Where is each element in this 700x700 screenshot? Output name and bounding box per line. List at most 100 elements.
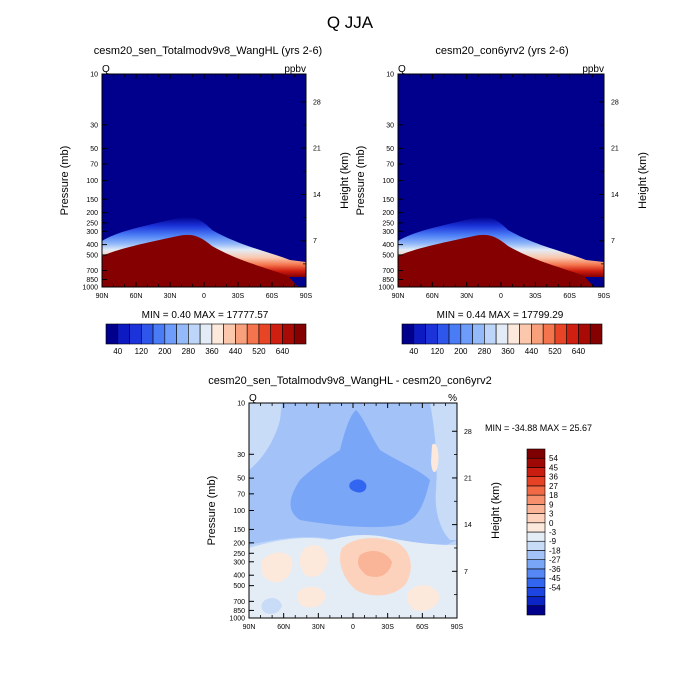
panel-1-y-tick-label: 200 (86, 210, 98, 217)
panel-3-ylabel-right: Height (km) (490, 482, 502, 539)
panel-1-colorbar-swatch (105, 323, 119, 345)
panel-1-y-tick-label: 150 (86, 197, 98, 204)
panel-1-y-tick-label: 100 (86, 178, 98, 185)
panel-3-minmax: MIN = -34.88 MAX = 25.67 (485, 423, 592, 433)
panel-1-y-tick-label: 10 (90, 72, 98, 79)
panel-2-colorbar-label: 520 (548, 347, 562, 356)
panel-1-colorbar-swatch (211, 323, 224, 345)
panel-3-y-tick-label: 700 (233, 599, 245, 606)
panel-1-x-tick-label: 0 (202, 293, 206, 300)
panel-1-title: cesm20_sen_Totalmodv9v8_WangHL (yrs 2-6) (94, 45, 322, 57)
panel-1-high-values (102, 234, 298, 287)
panel-3-colorbar-label: -27 (549, 556, 561, 565)
panel-1-x-tick-label: 90N (96, 293, 109, 300)
panel-3-minimum-core (349, 479, 367, 493)
panel-1-y-tick-label: 30 (90, 122, 98, 129)
panel-2-colorbar-swatch (495, 323, 509, 345)
panel-1-colorbar-swatch (246, 323, 260, 345)
panel-3-y-tick-label: 100 (233, 508, 245, 515)
panel-1: cesm20_sen_Totalmodv9v8_WangHL (yrs 2-6)… (59, 45, 351, 356)
panel-2-x-tick-label: 90N (392, 293, 405, 300)
panel-1-minmax: MIN = 0.40 MAX = 17777.57 (142, 310, 269, 321)
panel-3-positive-patch-5 (406, 585, 440, 612)
panel-1-colorbar-swatch (188, 323, 201, 345)
panel-3-positive-core (358, 550, 392, 577)
panel-2-minmax: MIN = 0.44 MAX = 17799.29 (437, 310, 564, 321)
panel-3-y-tick-label: 150 (233, 527, 245, 534)
panel-3: cesm20_sen_Totalmodv9v8_WangHL - cesm20_… (206, 375, 592, 631)
panel-3-title: cesm20_sen_Totalmodv9v8_WangHL - cesm20_… (208, 375, 492, 387)
panel-3-y2-tick-label: 28 (464, 429, 472, 436)
panel-2-x-tick-label: 30S (529, 293, 542, 300)
panel-3-x-tick-label: 0 (351, 624, 355, 631)
panel-2-colorbar-swatch (413, 323, 426, 345)
panel-3-minimum-region (290, 410, 430, 528)
panel-1-colorbar-label: 40 (113, 347, 122, 356)
panel-3-colorbar-swatch (526, 577, 546, 588)
panel-3-positive-patch-1 (261, 552, 293, 583)
panel-3-colorbar-swatch (526, 540, 546, 551)
panel-1-axes: 90N 60N 30N 0 30S 60S 90S 10 30 50 70 100 150 200 250 3… (59, 72, 351, 301)
panel-2-ylabel-right: Height (km) (637, 152, 649, 209)
panel-2-colorbar-swatch (542, 323, 556, 345)
panel-1-colorbar-swatch (270, 323, 283, 345)
panel-3-weak-region (249, 403, 282, 470)
panel-3-colorbar-label: -18 (549, 546, 561, 555)
panel-3-x-tick-label: 90S (451, 624, 464, 631)
panel-1-colorbar-swatch (199, 323, 213, 345)
panel-1-colorbar-label: 280 (182, 347, 196, 356)
panel-2-left-label: Q (398, 64, 406, 75)
panel-1-colorbar: 40 120 200 280 360 440 520 640 (105, 323, 307, 356)
panel-3-colorbar-label: -45 (549, 574, 561, 583)
panel-3-y-tick-label: 850 (233, 608, 245, 615)
panel-2-unit-label: ppbv (582, 64, 604, 75)
panel-2: cesm20_con6yrv2 (yrs 2-6) Q ppbv 90N 60N 3… (355, 45, 649, 356)
panel-2-colorbar-label: 360 (501, 347, 515, 356)
panel-1-x-tick-label: 90S (300, 293, 313, 300)
panel-3-colorbar-label: 0 (549, 519, 554, 528)
panel-3-colorbar-swatch (526, 467, 546, 477)
panel-2-high-values (398, 234, 594, 287)
panel-3-colorbar-swatch (526, 559, 546, 570)
panel-2-y-tick-label: 100 (382, 178, 394, 185)
panel-3-y-tick-label: 250 (233, 551, 245, 558)
panel-3-x-tick-label: 60S (416, 624, 429, 631)
panel-1-colorbar-swatch (293, 323, 307, 345)
panel-3-colorbar-label: 27 (549, 482, 558, 491)
panel-3-colorbar-swatch (526, 448, 546, 459)
main-title: Q JJA (327, 13, 374, 32)
panel-1-y-tick-label: 50 (90, 146, 98, 153)
panel-1-colorbar-swatch (176, 323, 189, 345)
panel-3-colorbar-swatch (526, 531, 546, 542)
panel-1-colorbar-swatch (164, 323, 177, 345)
panel-1-colorbar-swatch (152, 323, 166, 345)
panel-3-colorbar-label: 45 (549, 463, 558, 472)
panel-3-y-tick-label: 200 (233, 540, 245, 547)
panel-1-y2-tick-label: 21 (313, 146, 321, 153)
panel-1-plot-area (102, 74, 306, 287)
panel-1-x-tick-label: 30S (232, 293, 245, 300)
panel-2-plot-area (398, 74, 604, 287)
panel-2-colorbar-swatch (436, 323, 450, 345)
panel-3-positive-patch-south (431, 443, 439, 473)
panel-1-colorbar-label: 640 (276, 347, 290, 356)
panel-1-y-tick-label: 70 (90, 162, 98, 169)
panel-3-y2-tick-label: 7 (464, 569, 468, 576)
panel-2-colorbar-swatch (578, 323, 591, 345)
panel-1-colorbar-label: 200 (158, 347, 172, 356)
panel-2-x-tick-label: 30N (460, 293, 473, 300)
panel-2-y2-tick-label: 28 (611, 99, 619, 106)
panel-1-y2-tick-label: 14 (313, 192, 321, 199)
panel-2-colorbar-swatch (472, 323, 485, 345)
panel-3-x-tick-label: 60N (277, 624, 290, 631)
panel-3-colorbar-label: 9 (549, 500, 554, 509)
panel-2-colorbar-swatch (554, 323, 568, 345)
panel-3-colorbar-label: -9 (549, 537, 557, 546)
panel-2-y2-tick-label: 7 (611, 238, 615, 245)
panel-1-unit-label: ppbv (284, 64, 306, 75)
panel-2-colorbar-swatch (448, 323, 462, 345)
panel-3-colorbar-swatch (526, 494, 546, 505)
panel-2-y-tick-label: 150 (382, 197, 394, 204)
